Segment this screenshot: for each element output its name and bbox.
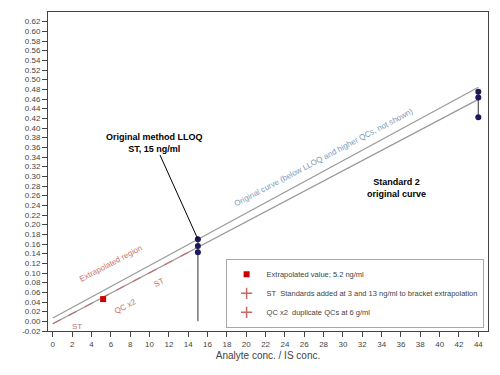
svg-text:0.62: 0.62 (25, 17, 41, 26)
svg-text:Original curve (below LLOQ and: Original curve (below LLOQ and higher QC… (233, 107, 415, 209)
svg-text:0.22: 0.22 (25, 211, 41, 220)
svg-text:ST: ST (72, 322, 82, 331)
svg-text:0.02: 0.02 (25, 307, 41, 316)
svg-text:28: 28 (319, 340, 328, 349)
svg-text:QC x2 duplicate QCs at 6 g/ml: QC x2 duplicate QCs at 6 g/ml (267, 308, 371, 317)
svg-text:20: 20 (242, 340, 251, 349)
svg-text:24: 24 (280, 340, 289, 349)
svg-text:0.42: 0.42 (25, 114, 41, 123)
svg-text:Original method LLOQST, 15 ng/: Original method LLOQST, 15 ng/ml (106, 132, 203, 154)
svg-text:0.08: 0.08 (25, 278, 41, 287)
svg-text:0.28: 0.28 (25, 182, 41, 191)
svg-text:0.40: 0.40 (25, 124, 41, 133)
svg-text:8: 8 (128, 340, 133, 349)
svg-text:Extrapolated value; 5.2 ng/ml: Extrapolated value; 5.2 ng/ml (267, 270, 364, 279)
svg-text:0.16: 0.16 (25, 240, 41, 249)
svg-text:40: 40 (435, 340, 444, 349)
svg-text:-0.02: -0.02 (22, 327, 41, 336)
svg-text:0.36: 0.36 (25, 143, 41, 152)
svg-text:0.50: 0.50 (25, 75, 41, 84)
svg-text:Analyte conc. / IS conc.: Analyte conc. / IS conc. (216, 350, 321, 361)
svg-text:0.60: 0.60 (25, 27, 41, 36)
svg-text:2: 2 (70, 340, 75, 349)
svg-text:30: 30 (338, 340, 347, 349)
svg-text:32: 32 (358, 340, 367, 349)
svg-text:42: 42 (455, 340, 464, 349)
svg-text:4: 4 (89, 340, 94, 349)
svg-text:QC x2: QC x2 (113, 297, 138, 316)
svg-text:0.10: 0.10 (25, 269, 41, 278)
svg-text:26: 26 (300, 340, 309, 349)
svg-text:0.20: 0.20 (25, 220, 41, 229)
svg-text:0.32: 0.32 (25, 162, 41, 171)
svg-text:ST Standards added at 3 and 1: ST Standards added at 3 and 13 ng/ml to … (267, 289, 478, 298)
svg-text:38: 38 (416, 340, 425, 349)
svg-text:18: 18 (222, 340, 231, 349)
svg-text:0.26: 0.26 (25, 191, 41, 200)
svg-text:14: 14 (184, 340, 193, 349)
svg-text:0: 0 (51, 340, 56, 349)
svg-text:0.30: 0.30 (25, 172, 41, 181)
svg-text:0.46: 0.46 (25, 95, 41, 104)
svg-text:0.24: 0.24 (25, 201, 41, 210)
svg-text:Extrapolated region: Extrapolated region (78, 243, 144, 283)
svg-text:10: 10 (145, 340, 154, 349)
svg-text:22: 22 (261, 340, 270, 349)
svg-text:36: 36 (397, 340, 406, 349)
svg-text:34: 34 (377, 340, 386, 349)
svg-text:0.00: 0.00 (25, 317, 41, 326)
svg-text:0.14: 0.14 (25, 249, 41, 258)
svg-text:0.56: 0.56 (25, 46, 41, 55)
svg-text:0.12: 0.12 (25, 259, 41, 268)
svg-text:0.38: 0.38 (25, 133, 41, 142)
svg-text:44: 44 (474, 340, 483, 349)
svg-text:0.04: 0.04 (25, 298, 41, 307)
svg-text:0.52: 0.52 (25, 66, 41, 75)
svg-text:12: 12 (164, 340, 173, 349)
svg-text:0.44: 0.44 (25, 104, 41, 113)
svg-text:0.48: 0.48 (25, 85, 41, 94)
svg-text:0.06: 0.06 (25, 288, 41, 297)
svg-text:6: 6 (109, 340, 114, 349)
svg-text:16: 16 (203, 340, 212, 349)
svg-text:0.58: 0.58 (25, 37, 41, 46)
svg-text:ST: ST (152, 276, 165, 289)
svg-text:0.34: 0.34 (25, 153, 41, 162)
svg-text:Standard 2original curve: Standard 2original curve (367, 177, 426, 199)
svg-text:0.54: 0.54 (25, 56, 41, 65)
svg-text:0.18: 0.18 (25, 230, 41, 239)
